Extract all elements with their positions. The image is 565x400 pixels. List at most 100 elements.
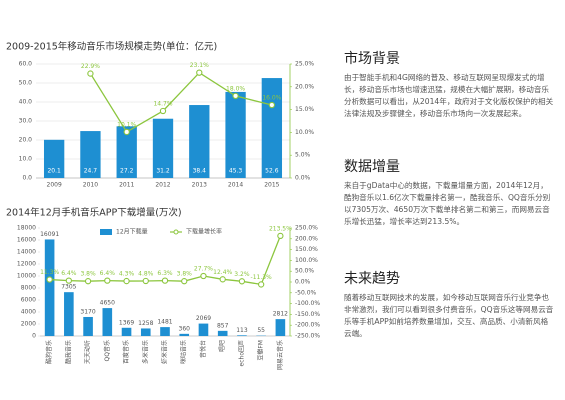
bar-value-label: 857 [217, 322, 229, 329]
chart-title: 2009-2015年移动音乐市场规模走势(单位：亿元) [6, 41, 217, 53]
line-value-label: 14.7% [153, 100, 172, 107]
bar [121, 327, 132, 336]
line-point [268, 101, 276, 109]
line-value-label: 3.2% [234, 271, 250, 278]
y-tick-label: 30.0 [19, 118, 33, 125]
y-tick-label: 18000 [17, 225, 36, 232]
bar [237, 335, 247, 336]
bar-value-label: 1258 [138, 320, 153, 327]
bar [44, 239, 55, 336]
line-point [277, 232, 284, 240]
line-point [232, 92, 239, 100]
bar-value-label: 2069 [196, 315, 211, 322]
x-tick-label: 2015 [264, 182, 279, 189]
y-tick-label: 4000 [21, 309, 36, 316]
bar-value-label: 20.1 [47, 168, 61, 175]
y2-tick-label: -150.0% [295, 311, 320, 318]
y2-tick-label: -200.0% [295, 322, 320, 329]
section: 未来趋势 随着移动互联网技术的发展，如今移动互联网音乐行业竞争也非常激烈，我们可… [344, 268, 554, 340]
y2-tick-label: 20.0% [295, 83, 314, 90]
y-tick-label: 12000 [17, 261, 36, 268]
y-tick-label: 40.0 [19, 99, 33, 106]
section-heading: 市场背景 [344, 51, 400, 67]
line-value-label: 4.3% [119, 271, 135, 278]
line-point [84, 278, 92, 285]
x-tick-label: 网易云音乐 [276, 340, 284, 370]
line-value-label: 16.0% [262, 95, 281, 102]
bar [83, 316, 93, 336]
legend-swatch [100, 229, 112, 235]
bar [189, 105, 210, 178]
y-tick-label: 6000 [21, 297, 36, 304]
y-tick-label: 14000 [17, 249, 36, 256]
bar [64, 292, 74, 336]
bar-value-label: 2812 [273, 311, 288, 318]
line-value-label: 11.3% [40, 269, 59, 276]
x-tick-label: 虾米音乐 [161, 340, 169, 364]
x-tick-label: 酷我音乐 [64, 340, 72, 364]
line-value-label: 10.1% [117, 121, 136, 128]
y-tick-label: 2000 [21, 321, 36, 328]
section-heading: 未来趋势 [344, 271, 400, 287]
y2-tick-label: 5.0% [295, 152, 311, 159]
line-point [196, 69, 203, 76]
x-tick-label: 2010 [83, 182, 98, 189]
section-heading: 数据增量 [344, 159, 400, 175]
section: 数据增量 来自于gData中心的数据，下载量增量方面，2014年12月，酷狗音乐… [344, 156, 554, 228]
legend-label: 12月下载量 [116, 228, 148, 236]
bar-value-label: 113 [236, 327, 248, 334]
bar [116, 126, 137, 178]
line-point [181, 278, 188, 285]
y-tick-label: 10000 [17, 273, 36, 280]
line-point [142, 277, 149, 285]
line-point [258, 281, 265, 288]
bar-value-label: 360 [179, 325, 191, 332]
y2-tick-label: -50.0% [295, 289, 317, 296]
x-tick-label: 2009 [47, 182, 62, 189]
x-tick-label: 天天动听 [84, 340, 92, 364]
y-tick-label: 0 [32, 333, 36, 340]
y-tick-label: 16000 [17, 237, 36, 244]
line-point [219, 276, 226, 283]
bar [102, 308, 113, 336]
x-tick-label: QQ音乐 [103, 340, 111, 361]
section-body: 由于智能手机和4G网络的普及、移动互联网呈现爆发式的增长，移动音乐市场也增速迅猛… [344, 73, 554, 118]
y2-tick-label: 250.0% [295, 225, 318, 232]
bar-value-label: 45.3 [229, 168, 243, 175]
y-tick-label: 8000 [21, 285, 36, 292]
line-value-label: -11.3% [251, 274, 273, 281]
line-point [65, 277, 72, 284]
y2-tick-label: 200.0% [295, 235, 318, 242]
x-tick-label: 2013 [192, 182, 207, 189]
bar-value-label: 1481 [157, 319, 172, 326]
y2-tick-label: 15.0% [295, 106, 314, 113]
y2-tick-label: 0.0% [295, 279, 311, 286]
bar-value-label: 31.2 [156, 168, 170, 175]
x-tick-label: 音悦台 [199, 340, 207, 358]
section-body: 随着移动互联网技术的发展，如今移动互联网音乐行业竞争也非常激烈，我们可以看到很多… [344, 293, 554, 338]
bar [140, 328, 151, 336]
x-tick-label: 2014 [228, 182, 243, 189]
line-point [46, 276, 53, 283]
bar [275, 319, 286, 336]
line-value-label: 6.4% [61, 270, 77, 277]
legend-label: 下载量增长率 [186, 228, 222, 236]
bar [198, 323, 209, 336]
line-value-label: 3.8% [80, 271, 96, 278]
bar [43, 139, 65, 178]
y2-tick-label: 150.0% [295, 246, 318, 253]
bar-value-label: 24.7 [84, 168, 98, 175]
bar-value-label: 1369 [119, 319, 134, 326]
x-tick-label: 多米音乐 [141, 340, 149, 364]
bar-value-label: 7305 [61, 284, 76, 291]
y-tick-label: 60.0 [19, 61, 33, 68]
y-tick-label: 50.0 [19, 80, 33, 87]
legend-swatch [173, 229, 179, 235]
x-tick-label: 咪咕音乐 [180, 340, 188, 364]
y2-tick-label: 10.0% [295, 129, 314, 136]
line-point [104, 277, 111, 284]
line-point [123, 277, 130, 285]
bar-value-label: 55 [257, 327, 265, 334]
